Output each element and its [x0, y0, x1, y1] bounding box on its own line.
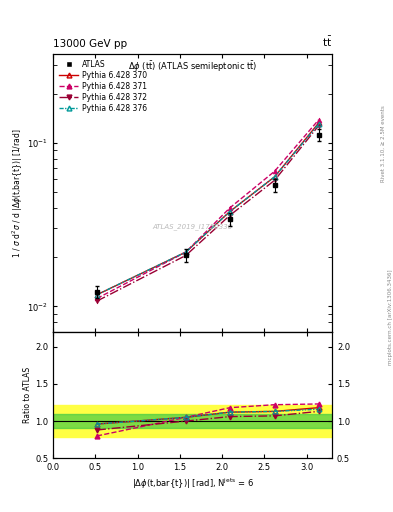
Text: mcplots.cern.ch [arXiv:1306.3436]: mcplots.cern.ch [arXiv:1306.3436]: [388, 270, 393, 365]
Text: t$\bar{\rm t}$: t$\bar{\rm t}$: [322, 34, 332, 49]
Legend: ATLAS, Pythia 6.428 370, Pythia 6.428 371, Pythia 6.428 372, Pythia 6.428 376: ATLAS, Pythia 6.428 370, Pythia 6.428 37…: [57, 57, 149, 115]
Text: 13000 GeV pp: 13000 GeV pp: [53, 38, 127, 49]
X-axis label: |$\Delta\phi$(t,bar{t})| [rad], N$^{\rm jets}$ = 6: |$\Delta\phi$(t,bar{t})| [rad], N$^{\rm …: [132, 476, 253, 490]
Y-axis label: 1 / $\sigma$ d$^2\sigma$ / d |$\Delta\phi$(t,bar{t})| [1/rad]: 1 / $\sigma$ d$^2\sigma$ / d |$\Delta\ph…: [10, 128, 25, 258]
Text: ATLAS_2019_I1750330: ATLAS_2019_I1750330: [152, 223, 233, 229]
Text: Rivet 3.1.10, ≥ 2.5M events: Rivet 3.1.10, ≥ 2.5M events: [381, 105, 386, 182]
Y-axis label: Ratio to ATLAS: Ratio to ATLAS: [23, 367, 32, 423]
Text: $\Delta\phi$ (t$\bar{\rm t}$) (ATLAS semileptonic t$\bar{\rm t}$): $\Delta\phi$ (t$\bar{\rm t}$) (ATLAS sem…: [128, 59, 257, 74]
